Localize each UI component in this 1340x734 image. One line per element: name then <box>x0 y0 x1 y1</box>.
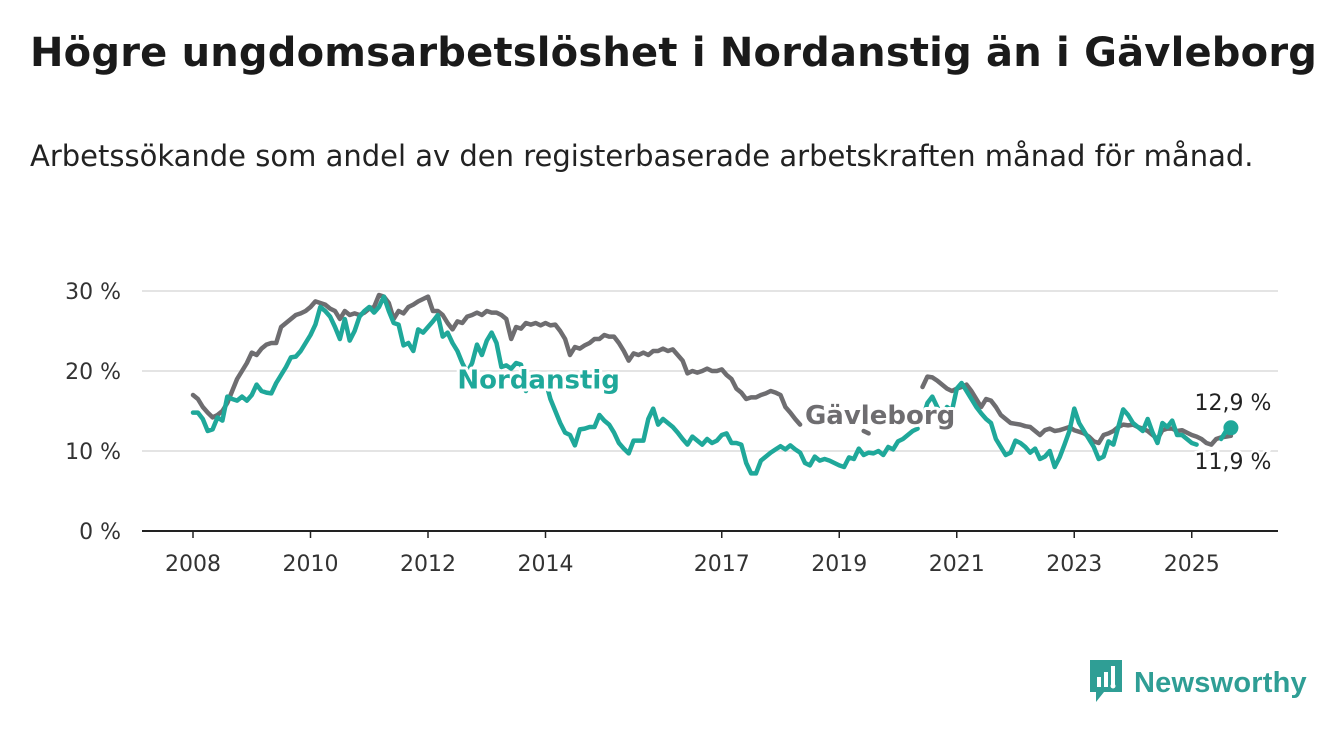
brand-name: Newsworthy <box>1134 666 1307 699</box>
series-label-nordanstig: Nordanstig <box>457 366 620 396</box>
x-tick-label: 2014 <box>518 552 574 577</box>
end-value-label-gavleborg: 11,9 % <box>1194 450 1271 475</box>
x-tick-label: 2019 <box>811 552 867 577</box>
brand-logo: Newsworthy <box>1088 660 1307 706</box>
series-lines <box>190 292 1239 476</box>
chart-subtitle: Arbetssökande som andel av den registerb… <box>30 139 1254 173</box>
y-tick-label: 30 % <box>65 280 121 305</box>
y-tick-label: 10 % <box>65 440 121 465</box>
end-value-label-nordanstig: 12,9 % <box>1194 391 1271 416</box>
x-tick-label: 2017 <box>694 552 750 577</box>
x-tick-label: 2025 <box>1164 552 1220 577</box>
series-line-gavleborg <box>861 428 871 436</box>
x-tick-label: 2023 <box>1046 552 1102 577</box>
series-line-nordanstig <box>920 380 1199 470</box>
x-tick-label: 2012 <box>400 552 456 577</box>
series-label-gavleborg: Gävleborg <box>805 401 955 431</box>
nordanstig-end-marker <box>1223 420 1239 436</box>
y-tick-label: 20 % <box>65 360 121 385</box>
x-axis-tick-labels: 2008 2010 2012 2014 2017 2019 2021 2023 2025 <box>165 531 1220 577</box>
series-line-gavleborg <box>190 292 803 427</box>
chart-title: Högre ungdomsarbetslöshet i Nordanstig ä… <box>30 30 1318 76</box>
series-labels: Nordanstig Gävleborg 12,9 % 11,9 % <box>454 363 1273 478</box>
series-line-nordanstig <box>543 378 920 476</box>
y-tick-label: 0 % <box>79 520 121 545</box>
line-chart: 0 % 10 % 20 % 30 % 2008 2010 2012 2014 2017 2019… <box>65 280 1278 577</box>
series-line-gavleborg <box>920 374 1234 447</box>
y-axis-tick-labels: 0 % 10 % 20 % 30 % <box>65 280 121 545</box>
x-tick-label: 2010 <box>283 552 339 577</box>
series-line-nordanstig <box>190 294 529 434</box>
x-tick-label: 2008 <box>165 552 221 577</box>
x-tick-label: 2021 <box>929 552 985 577</box>
bar-chart-speech-bubble-icon <box>1088 658 1124 708</box>
